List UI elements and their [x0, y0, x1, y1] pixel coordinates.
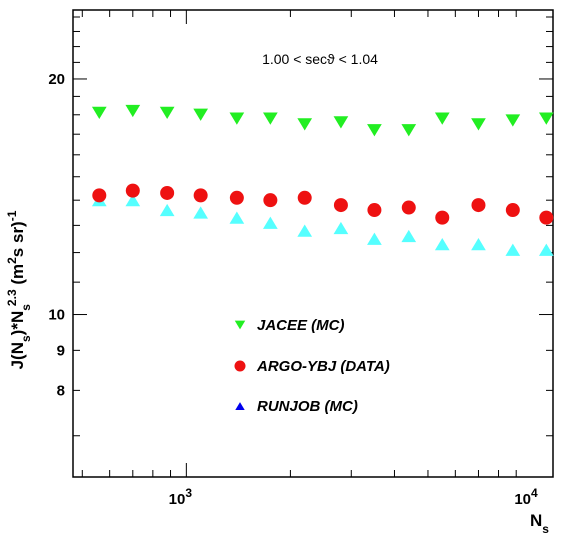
argo-ybj-data-point: [505, 203, 520, 218]
plot-frame-group: [72, 9, 554, 478]
y-title-sub-s: s: [19, 335, 33, 342]
y-title-part-j: J(N: [8, 342, 27, 369]
runjob-mc-point: [434, 238, 450, 251]
runjob-mc-point: [505, 243, 521, 256]
jacee-mc-point: [229, 112, 245, 125]
y-title-part-m: (m: [8, 264, 27, 290]
argo-ybj-data-point: [367, 203, 382, 218]
y-title-exp2: 2: [5, 257, 19, 264]
argo-ybj-data-point: [539, 210, 554, 225]
argo-ybj-data-point: [193, 188, 208, 203]
argo-ybj-data-point: [125, 183, 140, 198]
runjob-mc-point: [538, 243, 554, 256]
runjob-mc-point: [193, 206, 209, 219]
runjob-mc-point: [471, 238, 486, 251]
runjob-mc-point: [297, 224, 313, 237]
legend-marker-runjob-mc: [235, 402, 245, 410]
jacee-mc-point: [333, 116, 349, 129]
argo-ybj-data-point: [92, 188, 107, 203]
tick-labels-group: 20 10 9 8 103 104: [48, 71, 538, 508]
legend: JACEE (MC) ARGO-YBJ (DATA) RUNJOB (MC): [234, 317, 390, 415]
plot-frame: [72, 9, 554, 478]
jacee-mc-point: [193, 108, 209, 121]
y-title-sub-s2: s: [19, 304, 33, 311]
legend-marker-argo-ybj-data: [234, 360, 246, 372]
argo-ybj-data-point: [401, 200, 416, 215]
legend-label-runjob-mc: RUNJOB (MC): [257, 398, 358, 415]
axis-ticks-group: [73, 10, 553, 477]
annotation-text: 1.00 < secϑ < 1.04: [262, 51, 378, 67]
y-tick-label: 10: [48, 307, 65, 324]
argo-ybj-data-point: [333, 198, 348, 213]
x-tick-label: 104: [514, 486, 538, 508]
argo-ybj-data-point: [160, 185, 175, 200]
jacee-mc-point: [538, 112, 554, 125]
runjob-mc-point: [125, 194, 141, 207]
jacee-mc-point: [401, 124, 417, 137]
jacee-mc-point: [297, 118, 313, 131]
data-points-group: [91, 104, 554, 256]
y-title-exp: 2.3: [5, 289, 19, 306]
jacee-mc-point: [91, 106, 107, 120]
runjob-mc-point: [401, 229, 417, 243]
y-title-part-end: s sr): [8, 221, 27, 257]
runjob-mc-point: [229, 211, 245, 224]
argo-ybj-data-point: [471, 198, 486, 213]
jacee-mc-point: [263, 112, 278, 125]
y-title-exp-neg1: -1: [5, 210, 19, 221]
argo-ybj-data-point: [297, 190, 312, 205]
legend-marker-jacee-mc: [234, 320, 246, 330]
jacee-mc-point: [471, 118, 486, 131]
jacee-mc-point: [367, 124, 382, 137]
jacee-mc-point: [159, 106, 175, 120]
jacee-mc-point: [505, 114, 521, 127]
jacee-mc-point: [125, 104, 141, 118]
legend-label-jacee-mc: JACEE (MC): [257, 317, 345, 334]
y-axis-title: J(Ns)*Ns2.3 (m2s sr)-1: [5, 210, 33, 369]
x-tick-label: 103: [169, 486, 193, 508]
argo-ybj-data-point: [229, 190, 244, 205]
runjob-mc-point: [367, 232, 382, 245]
x-axis-title: Ns: [530, 511, 549, 536]
runjob-mc-point: [159, 203, 175, 217]
argo-ybj-data-point: [435, 210, 450, 225]
jacee-mc-point: [434, 112, 450, 125]
y-title-part-mid: )*N: [8, 311, 27, 336]
legend-label-argo-ybj-data: ARGO-YBJ (DATA): [256, 358, 390, 375]
runjob-mc-point: [263, 216, 278, 229]
y-tick-label: 9: [57, 342, 65, 359]
x-title-n: N: [530, 511, 542, 530]
x-title-sub-s: s: [542, 522, 549, 536]
y-tick-label: 20: [48, 71, 65, 88]
argo-ybj-data-point: [263, 193, 278, 208]
y-tick-label: 8: [57, 382, 65, 399]
runjob-mc-point: [333, 221, 349, 235]
